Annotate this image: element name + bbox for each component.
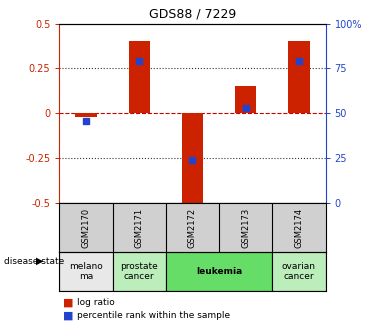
Text: ■: ■: [63, 311, 74, 321]
Text: GSM2173: GSM2173: [241, 208, 250, 248]
Text: leukemia: leukemia: [196, 267, 242, 276]
Text: ▶: ▶: [36, 256, 44, 266]
Text: percentile rank within the sample: percentile rank within the sample: [77, 311, 230, 320]
Text: log ratio: log ratio: [77, 298, 115, 307]
Bar: [272, 252, 326, 291]
Text: melano
ma: melano ma: [69, 262, 103, 281]
Bar: [166, 252, 272, 291]
Text: GSM2172: GSM2172: [188, 208, 197, 248]
Bar: [288, 42, 309, 114]
Bar: [59, 252, 113, 291]
Bar: [235, 86, 256, 114]
Text: GSM2174: GSM2174: [295, 208, 303, 248]
Bar: [75, 114, 97, 117]
Bar: [182, 114, 203, 207]
Bar: [129, 42, 150, 114]
Text: GSM2170: GSM2170: [82, 208, 90, 248]
Text: disease state: disease state: [4, 257, 64, 266]
Text: ■: ■: [63, 297, 74, 307]
Text: GSM2171: GSM2171: [135, 208, 144, 248]
Text: prostate
cancer: prostate cancer: [120, 262, 158, 281]
Title: GDS88 / 7229: GDS88 / 7229: [149, 8, 236, 21]
Bar: [113, 252, 166, 291]
Text: ovarian
cancer: ovarian cancer: [282, 262, 316, 281]
